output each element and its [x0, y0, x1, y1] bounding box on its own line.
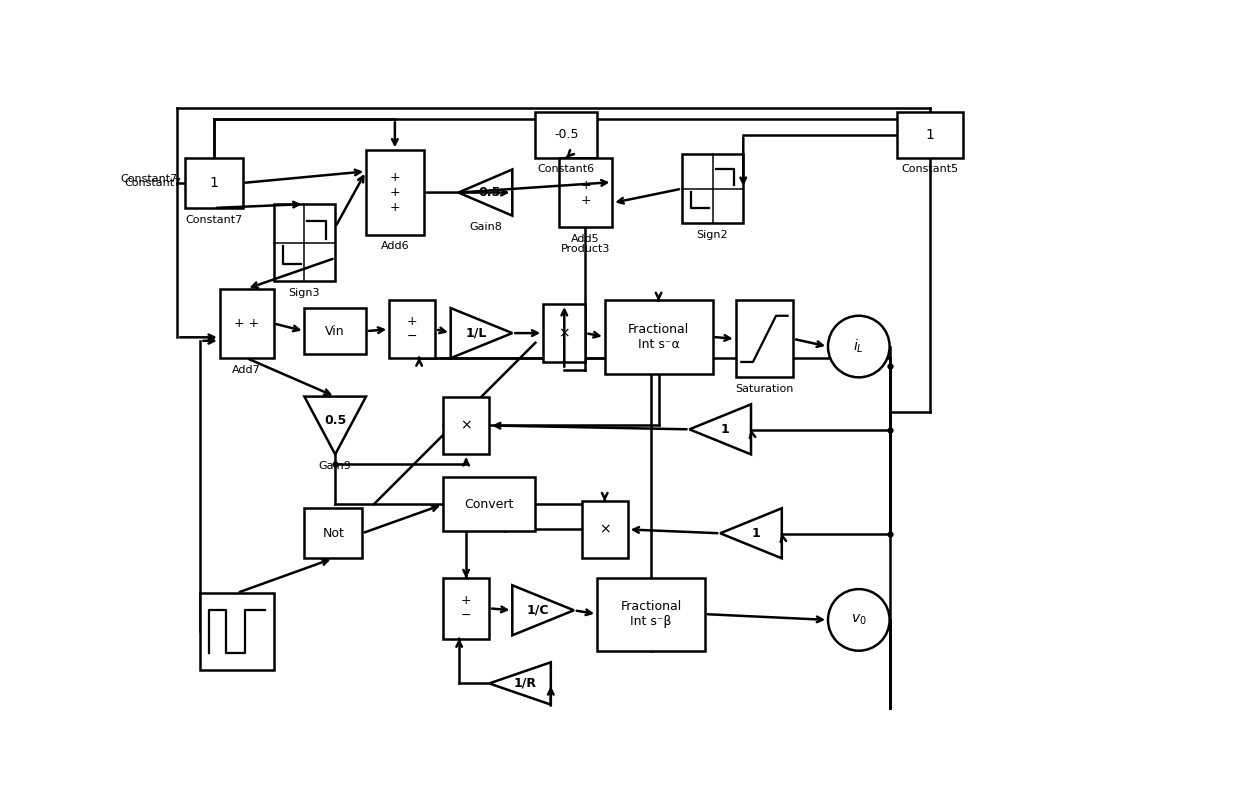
Text: Constant7: Constant7 [124, 178, 181, 188]
FancyBboxPatch shape [443, 396, 490, 455]
Text: +
−: + − [461, 595, 471, 622]
Polygon shape [304, 396, 366, 455]
Text: ×: × [599, 523, 610, 536]
Text: Fractional
Int s⁻α: Fractional Int s⁻α [627, 323, 689, 351]
Text: Add7: Add7 [232, 365, 262, 375]
Polygon shape [459, 169, 512, 216]
Text: Not: Not [322, 527, 345, 540]
FancyBboxPatch shape [201, 593, 274, 670]
Text: 1/R: 1/R [513, 677, 537, 690]
FancyBboxPatch shape [304, 308, 366, 354]
Polygon shape [689, 404, 751, 455]
Text: + +: + + [234, 317, 259, 330]
Polygon shape [490, 663, 551, 705]
Text: Constant6: Constant6 [538, 164, 595, 175]
Text: Constant7: Constant7 [185, 214, 243, 225]
FancyBboxPatch shape [274, 204, 335, 281]
Text: -0.5: -0.5 [554, 129, 578, 142]
FancyBboxPatch shape [898, 112, 962, 158]
FancyBboxPatch shape [443, 477, 536, 532]
FancyBboxPatch shape [304, 508, 362, 558]
Text: +
+: + + [580, 179, 590, 206]
Circle shape [828, 316, 889, 377]
Text: 1/L: 1/L [466, 327, 487, 340]
Text: Constant5: Constant5 [901, 164, 959, 175]
FancyBboxPatch shape [366, 150, 424, 235]
Text: Saturation: Saturation [735, 384, 794, 394]
Text: 1/C: 1/C [527, 604, 549, 616]
Text: 1: 1 [720, 423, 729, 436]
Text: ×: × [460, 418, 472, 433]
FancyBboxPatch shape [605, 300, 713, 374]
Text: +
−: + − [407, 316, 418, 343]
Text: 1: 1 [925, 128, 935, 142]
Text: Sign2: Sign2 [697, 230, 728, 240]
FancyBboxPatch shape [582, 501, 627, 558]
Text: ×: × [558, 326, 570, 340]
Text: Sign3: Sign3 [289, 288, 320, 298]
Text: Gain8: Gain8 [469, 222, 502, 232]
Text: Add5: Add5 [572, 234, 600, 244]
FancyBboxPatch shape [596, 578, 704, 650]
FancyBboxPatch shape [219, 289, 274, 358]
FancyBboxPatch shape [443, 578, 490, 639]
Polygon shape [720, 508, 781, 558]
Polygon shape [512, 585, 574, 635]
Polygon shape [450, 308, 512, 358]
Text: 0.5: 0.5 [479, 186, 501, 199]
Text: +
+
+: + + + [389, 171, 401, 214]
Text: Gain9: Gain9 [319, 461, 352, 471]
FancyBboxPatch shape [536, 112, 596, 158]
Text: 0.5: 0.5 [324, 414, 346, 427]
FancyBboxPatch shape [735, 300, 794, 377]
FancyBboxPatch shape [543, 304, 585, 362]
Text: 1: 1 [751, 527, 760, 540]
Text: Constant7: Constant7 [120, 174, 177, 184]
Text: $v_0$: $v_0$ [851, 612, 867, 627]
Text: Add6: Add6 [381, 241, 409, 252]
Text: Vin: Vin [325, 324, 345, 337]
FancyBboxPatch shape [558, 158, 613, 227]
FancyBboxPatch shape [682, 154, 743, 223]
FancyBboxPatch shape [389, 300, 435, 358]
Circle shape [828, 589, 889, 650]
Text: Fractional
Int s⁻β: Fractional Int s⁻β [620, 600, 682, 628]
Text: $i_L$: $i_L$ [853, 338, 864, 355]
Text: Product3: Product3 [560, 244, 610, 254]
FancyBboxPatch shape [185, 158, 243, 208]
Text: 1: 1 [210, 176, 218, 190]
Text: Convert: Convert [465, 498, 513, 511]
